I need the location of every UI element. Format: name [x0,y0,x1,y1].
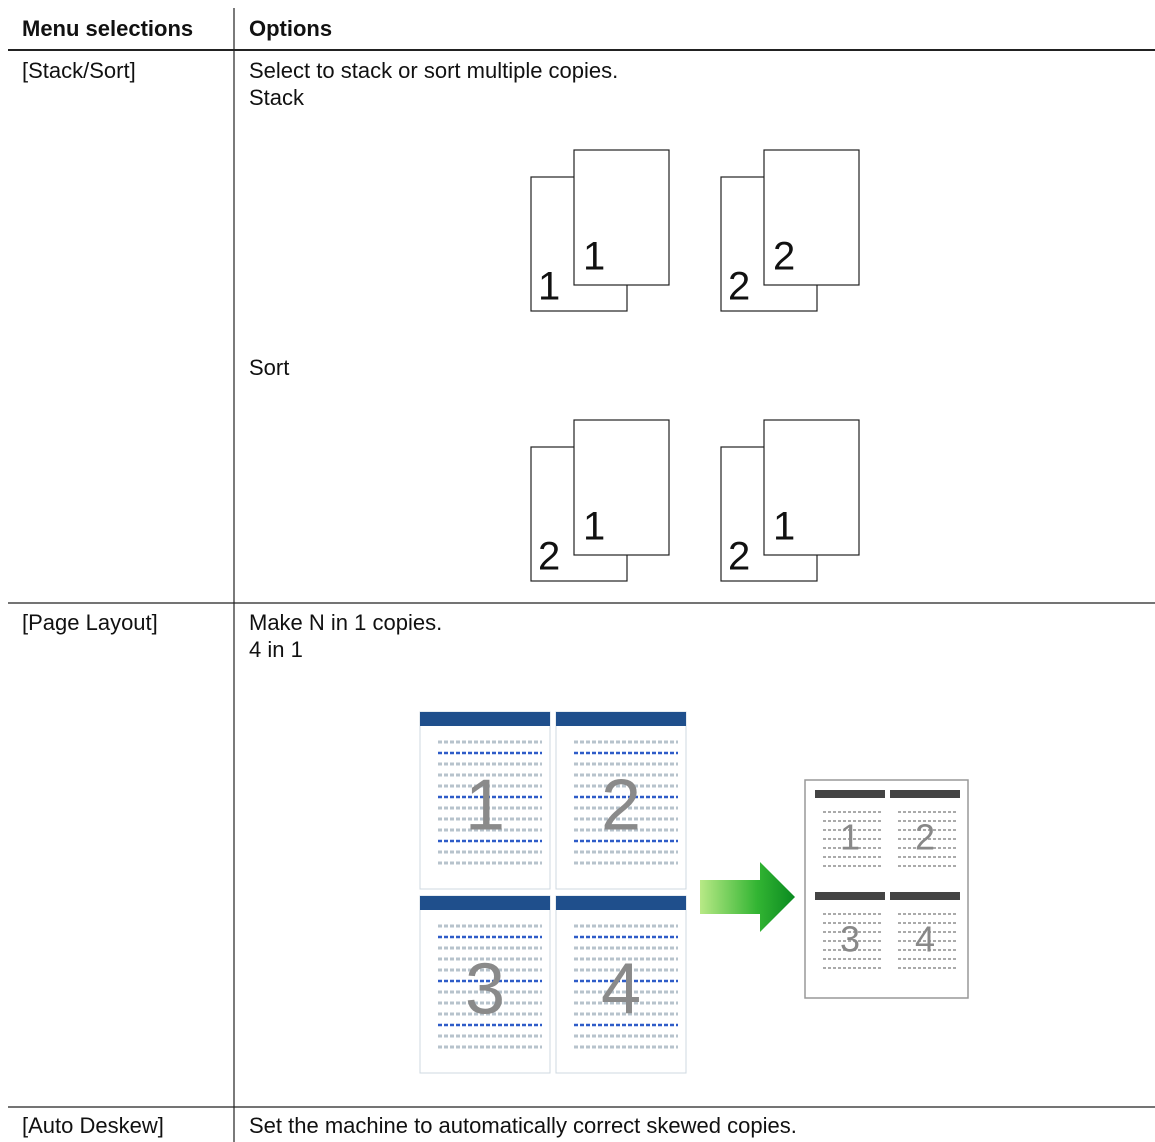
front-page [573,419,670,556]
page-number: 1 [583,235,605,279]
mini-header [890,892,960,900]
page-header-bar [556,896,686,910]
header-cell: Options [249,16,332,41]
mini-page-number: 1 [840,817,860,858]
page-number: 1 [773,505,795,549]
description: Set the machine to automatically correct… [249,1113,797,1138]
mini-page-number: 4 [915,919,935,960]
page-header-bar [420,896,550,910]
menu-cell: [Page Layout] [22,610,158,635]
front-page [573,149,670,286]
header-cell: Menu selections [22,16,193,41]
menu-cell: [Stack/Sort] [22,58,136,83]
page-number: 2 [728,265,750,309]
mini-page-number: 2 [915,817,935,858]
result-page [804,779,969,999]
mini-header [890,790,960,798]
page-number: 4 [601,950,641,1030]
section-label: 4 in 1 [249,637,303,662]
page-header-bar [556,712,686,726]
page-number: 2 [538,535,560,579]
menu-cell: [Auto Deskew] [22,1113,164,1138]
page-number: 1 [538,265,560,309]
front-page [763,419,860,556]
mini-header [815,892,885,900]
page-number: 2 [601,766,641,846]
mini-page-number: 3 [840,919,860,960]
description: Make N in 1 copies. [249,610,442,635]
page-number: 2 [773,235,795,279]
description: Select to stack or sort multiple copies. [249,58,618,83]
page-number: 1 [465,766,505,846]
page-header-bar [420,712,550,726]
front-page [763,149,860,286]
mini-header [815,790,885,798]
page-number: 3 [465,950,505,1030]
page-number: 1 [583,505,605,549]
section-label: Sort [249,355,289,380]
page-number: 2 [728,535,750,579]
arrow [700,862,795,932]
section-label: Stack [249,85,305,110]
